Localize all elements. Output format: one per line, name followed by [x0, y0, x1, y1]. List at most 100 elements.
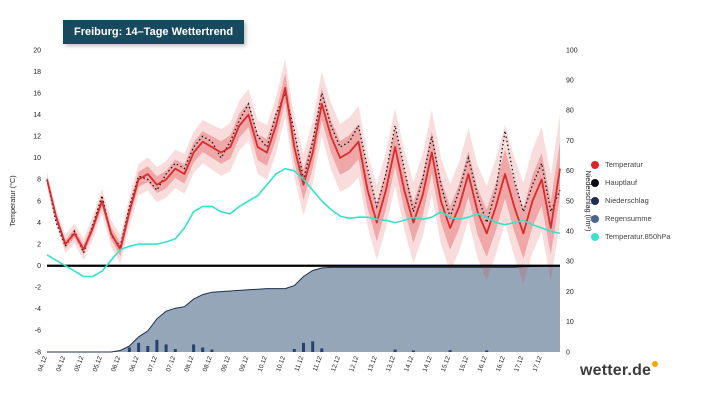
niederschlag-bar: [137, 342, 141, 352]
legend-item-hauptlauf[interactable]: Hauptlauf: [591, 178, 670, 187]
legend-item-temperatur[interactable]: Temperatur: [591, 160, 670, 169]
right-axis-tick-label: 0: [566, 349, 570, 356]
x-axis-date-label: 09.12: [238, 355, 250, 373]
left-axis-tick-label: 12: [33, 134, 41, 141]
niederschlag-bar: [146, 346, 150, 352]
x-axis-date-label: 17.12: [532, 355, 544, 373]
niederschlag-bar: [201, 347, 205, 352]
legend-item-regensumme[interactable]: Regensumme: [591, 214, 670, 223]
weather-trend-chart: 20181614121086420-2-4-6-8100908070605040…: [8, 47, 592, 373]
temperature-band-outer: [47, 58, 560, 285]
right-axis-tick-label: 60: [566, 168, 574, 175]
x-axis-date-label: 08.12: [183, 355, 195, 373]
x-axis-date-label: 04.12: [37, 355, 49, 373]
niederschlag-bar: [320, 348, 324, 352]
niederschlag-bar: [292, 349, 296, 352]
x-axis-date-label: 05.12: [73, 355, 85, 373]
left-axis-tick-label: 8: [37, 177, 41, 184]
niederschlag-bar: [485, 350, 489, 352]
right-axis-tick-label: 80: [566, 108, 574, 115]
x-axis-date-label: 14.12: [422, 355, 434, 373]
chart-title-badge: Freiburg: 14–Tage Wettertrend: [63, 20, 245, 44]
x-axis-date-label: 17.12: [513, 355, 525, 373]
left-axis-tick-label: 18: [33, 69, 41, 76]
x-axis-date-label: 15.12: [440, 355, 452, 373]
niederschlag-bar: [192, 344, 196, 352]
x-axis-date-label: 11.12: [293, 355, 305, 372]
x-axis-date-label: 16.12: [477, 355, 489, 373]
x-axis-date-label: 06.12: [128, 355, 140, 373]
x-axis-date-label: 14.12: [403, 355, 415, 373]
legend-label: Temperatur.850hPa: [605, 232, 671, 241]
left-axis-tick-label: -4: [35, 306, 41, 313]
logo-text: wetter.de: [580, 362, 652, 379]
x-axis-date-label: 10.12: [275, 355, 287, 373]
legend-item-temperatur-850hpa[interactable]: Temperatur.850hPa: [591, 232, 670, 241]
chart-legend: Temperatur Hauptlauf Niederschlag Regens…: [591, 160, 670, 241]
x-axis-date-label: 10.12: [257, 355, 269, 373]
left-axis-tick-label: 20: [33, 47, 41, 54]
legend-label: Hauptlauf: [605, 178, 638, 187]
niederschlag-bar: [448, 350, 452, 352]
regensumme-edge-line: [47, 265, 560, 353]
x-axis-date-label: 12.12: [330, 355, 342, 373]
left-axis-tick-label: 0: [37, 263, 41, 270]
niederschlag-bar: [411, 350, 415, 352]
temperatur-dot-icon: [591, 160, 599, 169]
x-axis-date-label: 11.12: [312, 355, 324, 372]
niederschlag-bar: [173, 349, 177, 352]
right-axis-tick-label: 70: [566, 138, 574, 145]
right-axis-tick-label: 100: [566, 47, 578, 54]
temperature-line: [46, 86, 561, 251]
x-axis-date-label: 13.12: [385, 355, 397, 373]
left-axis-tick-label: 4: [37, 220, 41, 227]
left-axis-tick-label: 16: [33, 90, 41, 97]
right-axis-tick-label: 50: [566, 198, 574, 205]
logo-orange-dot-icon: [652, 361, 659, 367]
niederschlag-bar: [164, 344, 168, 352]
legend-label: Niederschlag: [605, 196, 649, 205]
left-axis-tick-label: 10: [33, 155, 41, 162]
right-axis-tick-label: 20: [566, 289, 574, 296]
x-axis-date-label: 15.12: [458, 355, 470, 373]
wetter-de-logo[interactable]: wetter.de: [580, 361, 659, 380]
temperatur-850hpa-dot-icon: [591, 232, 599, 241]
chart-title: Freiburg: 14–Tage Wettertrend: [74, 26, 234, 38]
right-axis-tick-label: 40: [566, 229, 574, 236]
x-axis-date-label: 07.12: [147, 355, 159, 373]
right-axis-tick-label: 30: [566, 259, 574, 266]
niederschlag-bar: [127, 347, 131, 352]
x-axis-date-label: 12.12: [348, 355, 360, 373]
legend-item-niederschlag[interactable]: Niederschlag: [591, 196, 670, 205]
hauptlauf-dot-icon: [591, 178, 599, 187]
x-axis-date-label: 05.12: [92, 355, 104, 373]
niederschlag-dot-icon: [591, 196, 599, 205]
x-axis-date-label: 13.12: [367, 355, 379, 373]
legend-label: Temperatur: [605, 160, 643, 169]
niederschlag-bar: [210, 349, 214, 352]
x-axis-date-label: 16.12: [495, 355, 507, 373]
legend-label: Regensumme: [605, 214, 652, 223]
x-axis-date-label: 08.12: [202, 355, 214, 373]
regensumme-area: [47, 265, 560, 352]
temperature-850hpa-line: [46, 167, 561, 278]
niederschlag-bar: [155, 339, 159, 352]
regensumme-dot-icon: [591, 214, 599, 223]
left-axis-title: Temperatur (°C): [8, 175, 17, 226]
right-axis-title: Niederschlag (l/m²): [584, 171, 592, 232]
left-axis-tick-label: 6: [37, 198, 41, 205]
left-axis-tick-label: 2: [37, 241, 41, 248]
left-axis-tick-label: -8: [35, 349, 41, 356]
left-axis-tick-label: 14: [33, 112, 41, 119]
x-axis-date-label: 04.12: [55, 355, 67, 373]
x-axis-date-label: 09.12: [220, 355, 232, 373]
niederschlag-bar: [302, 342, 305, 352]
x-axis-date-label: 06.12: [110, 355, 122, 373]
left-axis-tick-label: -2: [35, 285, 41, 292]
right-axis-tick-label: 90: [566, 78, 574, 85]
right-axis-tick-label: 10: [566, 319, 574, 326]
niederschlag-bar: [311, 341, 315, 352]
x-axis-date-label: 07.12: [165, 355, 177, 373]
niederschlag-bar: [393, 349, 397, 352]
left-axis-tick-label: -6: [35, 328, 41, 335]
